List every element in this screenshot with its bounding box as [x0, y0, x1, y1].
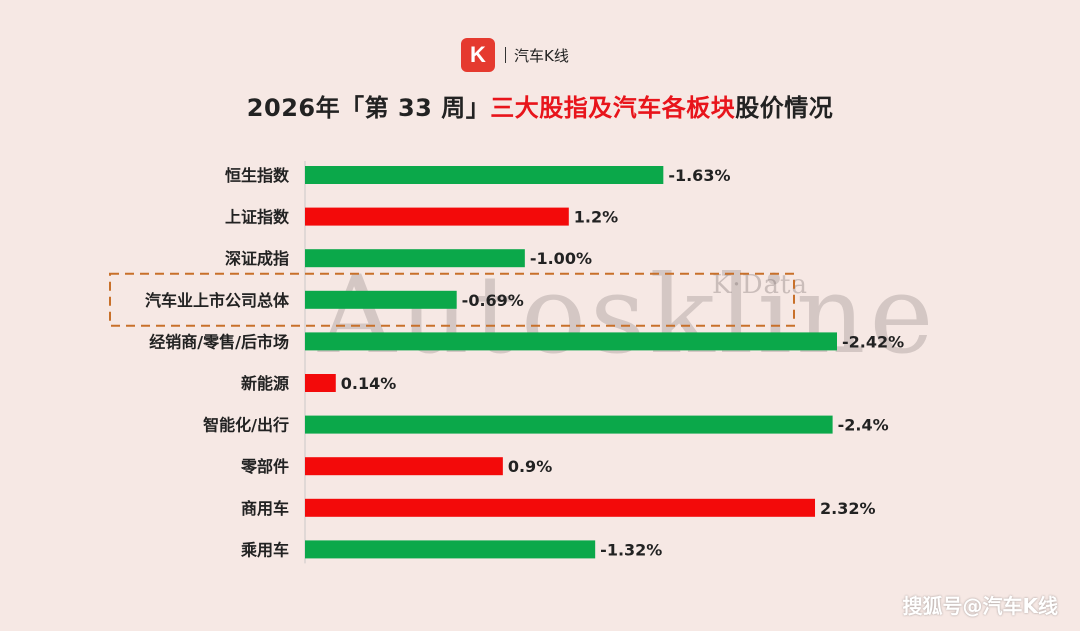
value-label-9: -1.32%: [600, 540, 662, 559]
value-label-1: 1.2%: [574, 208, 618, 227]
value-label-0: -1.63%: [668, 166, 730, 185]
chart-title: 2026年「第 33 周」三大股指及汽车各板块股价情况: [0, 88, 1080, 123]
bar-3: [305, 290, 457, 309]
category-label-9: 乘用车: [240, 540, 289, 559]
bar-7: [305, 457, 503, 476]
brand-logo: K 汽车K线: [461, 38, 569, 72]
title-part1: 2026年「第 33 周」: [246, 94, 491, 122]
category-label-4: 经销商/零售/后市场: [149, 332, 289, 351]
bar-8: [305, 498, 816, 517]
category-label-8: 商用车: [241, 499, 289, 518]
title-highlight: 三大股指及汽车各板块: [490, 94, 736, 122]
category-label-5: 新能源: [241, 374, 289, 393]
value-label-5: 0.14%: [341, 374, 397, 393]
bar-6: [305, 415, 833, 434]
k-logo-icon: K: [461, 38, 495, 72]
watermark-subtext: K·Data: [712, 270, 808, 300]
bar-9: [305, 540, 596, 559]
logo-separator: [505, 47, 506, 63]
footer-credit: 搜狐号@汽车K线: [902, 594, 1059, 618]
category-label-7: 零部件: [240, 457, 289, 476]
value-label-2: -1.00%: [530, 249, 592, 268]
brand-name: 汽车K线: [514, 46, 569, 65]
value-label-7: 0.9%: [508, 457, 552, 476]
category-label-6: 智能化/出行: [203, 416, 289, 435]
watermark-text: Autoskline: [318, 253, 938, 378]
bar-5: [305, 374, 336, 392]
category-label-0: 恒生指数: [225, 166, 290, 185]
value-label-8: 2.32%: [820, 499, 876, 518]
bar-4: [305, 332, 837, 351]
bar-2: [305, 249, 525, 268]
value-label-6: -2.4%: [838, 416, 889, 435]
category-label-3: 汽车业上市公司总体: [145, 291, 290, 310]
bar-0: [305, 166, 664, 184]
category-label-2: 深证成指: [225, 249, 289, 268]
highlight-box: [109, 272, 795, 327]
value-label-4: -2.42%: [842, 332, 904, 351]
value-label-3: -0.69%: [462, 291, 524, 310]
category-label-1: 上证指数: [225, 208, 290, 227]
title-part3: 股价情况: [735, 94, 834, 122]
bar-1: [305, 207, 569, 226]
